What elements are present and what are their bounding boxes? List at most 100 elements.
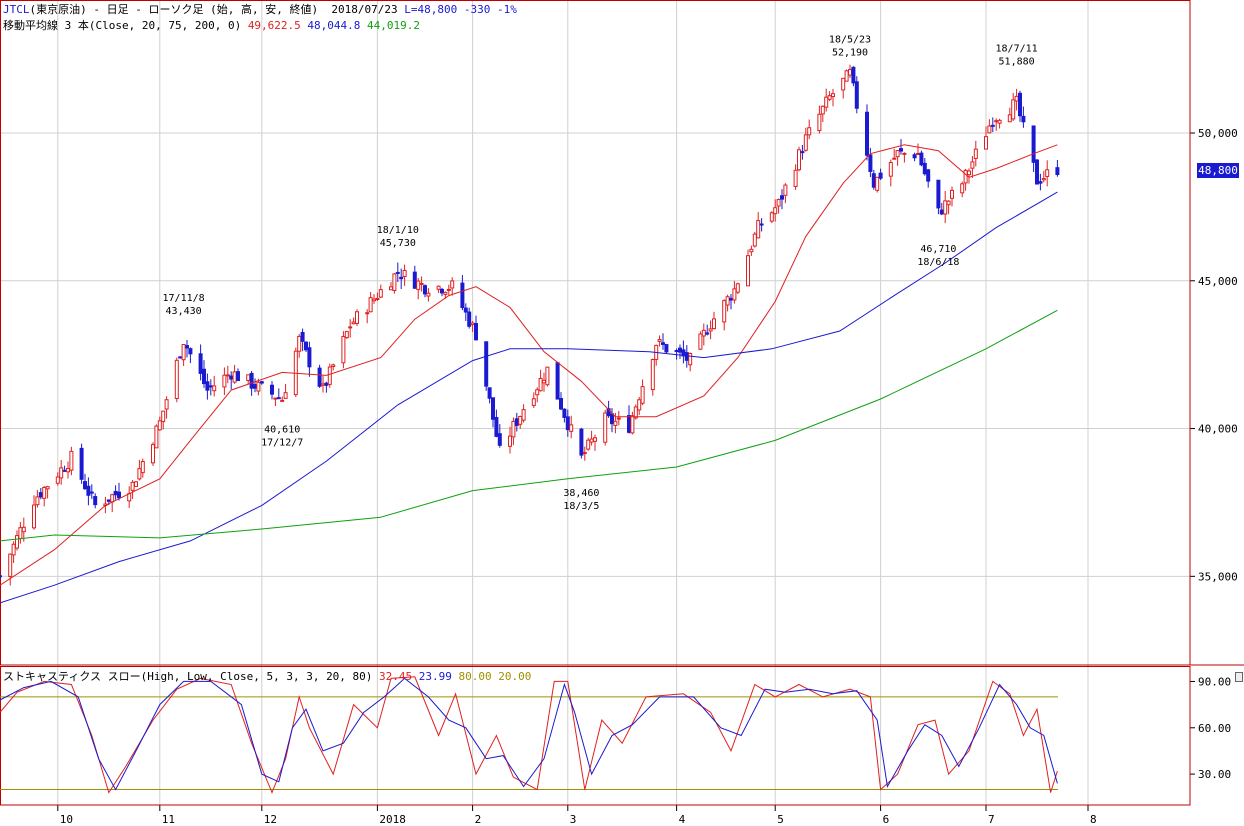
candle-down xyxy=(912,154,917,159)
annotation-value: 46,710 xyxy=(920,244,956,255)
candle-up xyxy=(297,335,302,352)
candle-down xyxy=(1021,115,1026,123)
candle-up xyxy=(372,298,376,302)
candle-down xyxy=(106,499,111,502)
candle-down xyxy=(868,154,873,172)
candle-down xyxy=(939,209,944,215)
candle-up xyxy=(630,415,635,434)
candle-down xyxy=(1055,167,1060,176)
candle-up xyxy=(769,212,774,222)
candle-up xyxy=(55,476,60,484)
x-tick-label: 4 xyxy=(679,813,686,826)
annotation-value: 45,730 xyxy=(380,238,416,249)
candle-up xyxy=(321,383,325,386)
candle-down xyxy=(926,169,931,182)
candle-up xyxy=(351,321,356,325)
candle-up xyxy=(616,417,621,420)
candle-up xyxy=(613,420,618,426)
candle-up xyxy=(776,199,781,207)
candle-down xyxy=(627,415,631,433)
candle-up xyxy=(157,420,162,431)
candle-up xyxy=(521,409,526,421)
annotation-value: 52,190 xyxy=(832,47,868,58)
ma-header: 移動平均線 3 本(Close, 20, 75, 200, 0) 49,622.… xyxy=(3,19,420,32)
candle-up xyxy=(841,77,846,91)
candle-up xyxy=(66,468,70,473)
candle-up xyxy=(174,359,179,399)
candle-down xyxy=(399,276,404,280)
candle-down xyxy=(936,179,941,209)
candle-down xyxy=(922,162,927,175)
candle-down xyxy=(851,66,856,84)
candle-up xyxy=(650,359,655,391)
candle-down xyxy=(610,413,614,425)
chart-header: JTCL(東京原油) - 日足 - ローソク足 (始, 高, 安, 終値) 20… xyxy=(3,3,517,16)
candle-down xyxy=(62,469,67,472)
candle-up xyxy=(831,93,835,98)
candle-up xyxy=(35,496,40,506)
candle-down xyxy=(89,491,94,494)
candle-down xyxy=(440,288,444,294)
candle-down xyxy=(800,151,805,154)
ma200-value: 44,019.2 xyxy=(367,19,421,32)
candle-up xyxy=(18,527,23,540)
y-tick-label: 40,000 xyxy=(1198,423,1238,436)
candle-down xyxy=(759,223,764,226)
candle-down xyxy=(259,381,264,384)
candle-up xyxy=(803,134,808,151)
candle-up xyxy=(164,399,169,410)
candle-up xyxy=(375,298,380,301)
candle-up xyxy=(378,289,383,298)
candle-down xyxy=(491,397,495,420)
candle-up xyxy=(69,450,74,471)
candle-up xyxy=(443,291,448,295)
candle-down xyxy=(198,353,203,374)
candle-up xyxy=(232,371,237,383)
candle-down xyxy=(236,371,240,382)
candle-up xyxy=(531,398,536,406)
candle-up xyxy=(470,322,475,326)
candle-up xyxy=(586,439,591,450)
annotation-date: 18/5/23 xyxy=(829,34,871,45)
stoch-k-line xyxy=(0,676,1058,794)
candle-up xyxy=(402,269,407,277)
candle-up xyxy=(140,461,145,474)
candle-up xyxy=(824,96,829,108)
current-price-badge: 48,800 xyxy=(1197,163,1239,178)
candle-down xyxy=(300,331,305,342)
candle-down xyxy=(871,173,876,188)
candle-up xyxy=(280,399,285,402)
ma-label: 移動平均線 3 本(Close, 20, 75, 200, 0) xyxy=(3,19,242,32)
candle-down xyxy=(565,416,570,431)
candle-up xyxy=(569,424,574,432)
annotation-date: 18/6/18 xyxy=(917,257,959,268)
candle-up xyxy=(518,415,523,425)
x-tick-label: 3 xyxy=(570,813,577,826)
candle-up xyxy=(130,481,135,491)
x-tick-label: 6 xyxy=(883,813,890,826)
ma75-value: 48,044.8 xyxy=(307,19,361,32)
stoch-d-line xyxy=(0,677,1058,791)
candle-down xyxy=(178,356,183,359)
instrument-name: (東京原油) xyxy=(29,3,87,16)
candle-up xyxy=(21,526,26,533)
candle-up xyxy=(633,406,638,419)
candle-down xyxy=(606,408,611,417)
candle-up xyxy=(110,494,115,503)
candle-up xyxy=(436,285,441,290)
last-price: L=48,800 xyxy=(404,3,458,16)
candle-up xyxy=(960,183,965,194)
candle-up xyxy=(752,233,757,247)
candle-up xyxy=(256,381,261,392)
candle-up xyxy=(701,329,706,337)
candle-down xyxy=(79,447,84,480)
candle-down xyxy=(562,408,567,418)
candle-up xyxy=(732,288,737,301)
candle-down xyxy=(729,297,733,301)
candle-down xyxy=(854,81,859,109)
panel-toggle-button[interactable] xyxy=(1235,672,1243,682)
candle-up xyxy=(426,292,431,297)
annotation-value: 51,880 xyxy=(999,56,1035,67)
candle-up xyxy=(963,169,968,184)
